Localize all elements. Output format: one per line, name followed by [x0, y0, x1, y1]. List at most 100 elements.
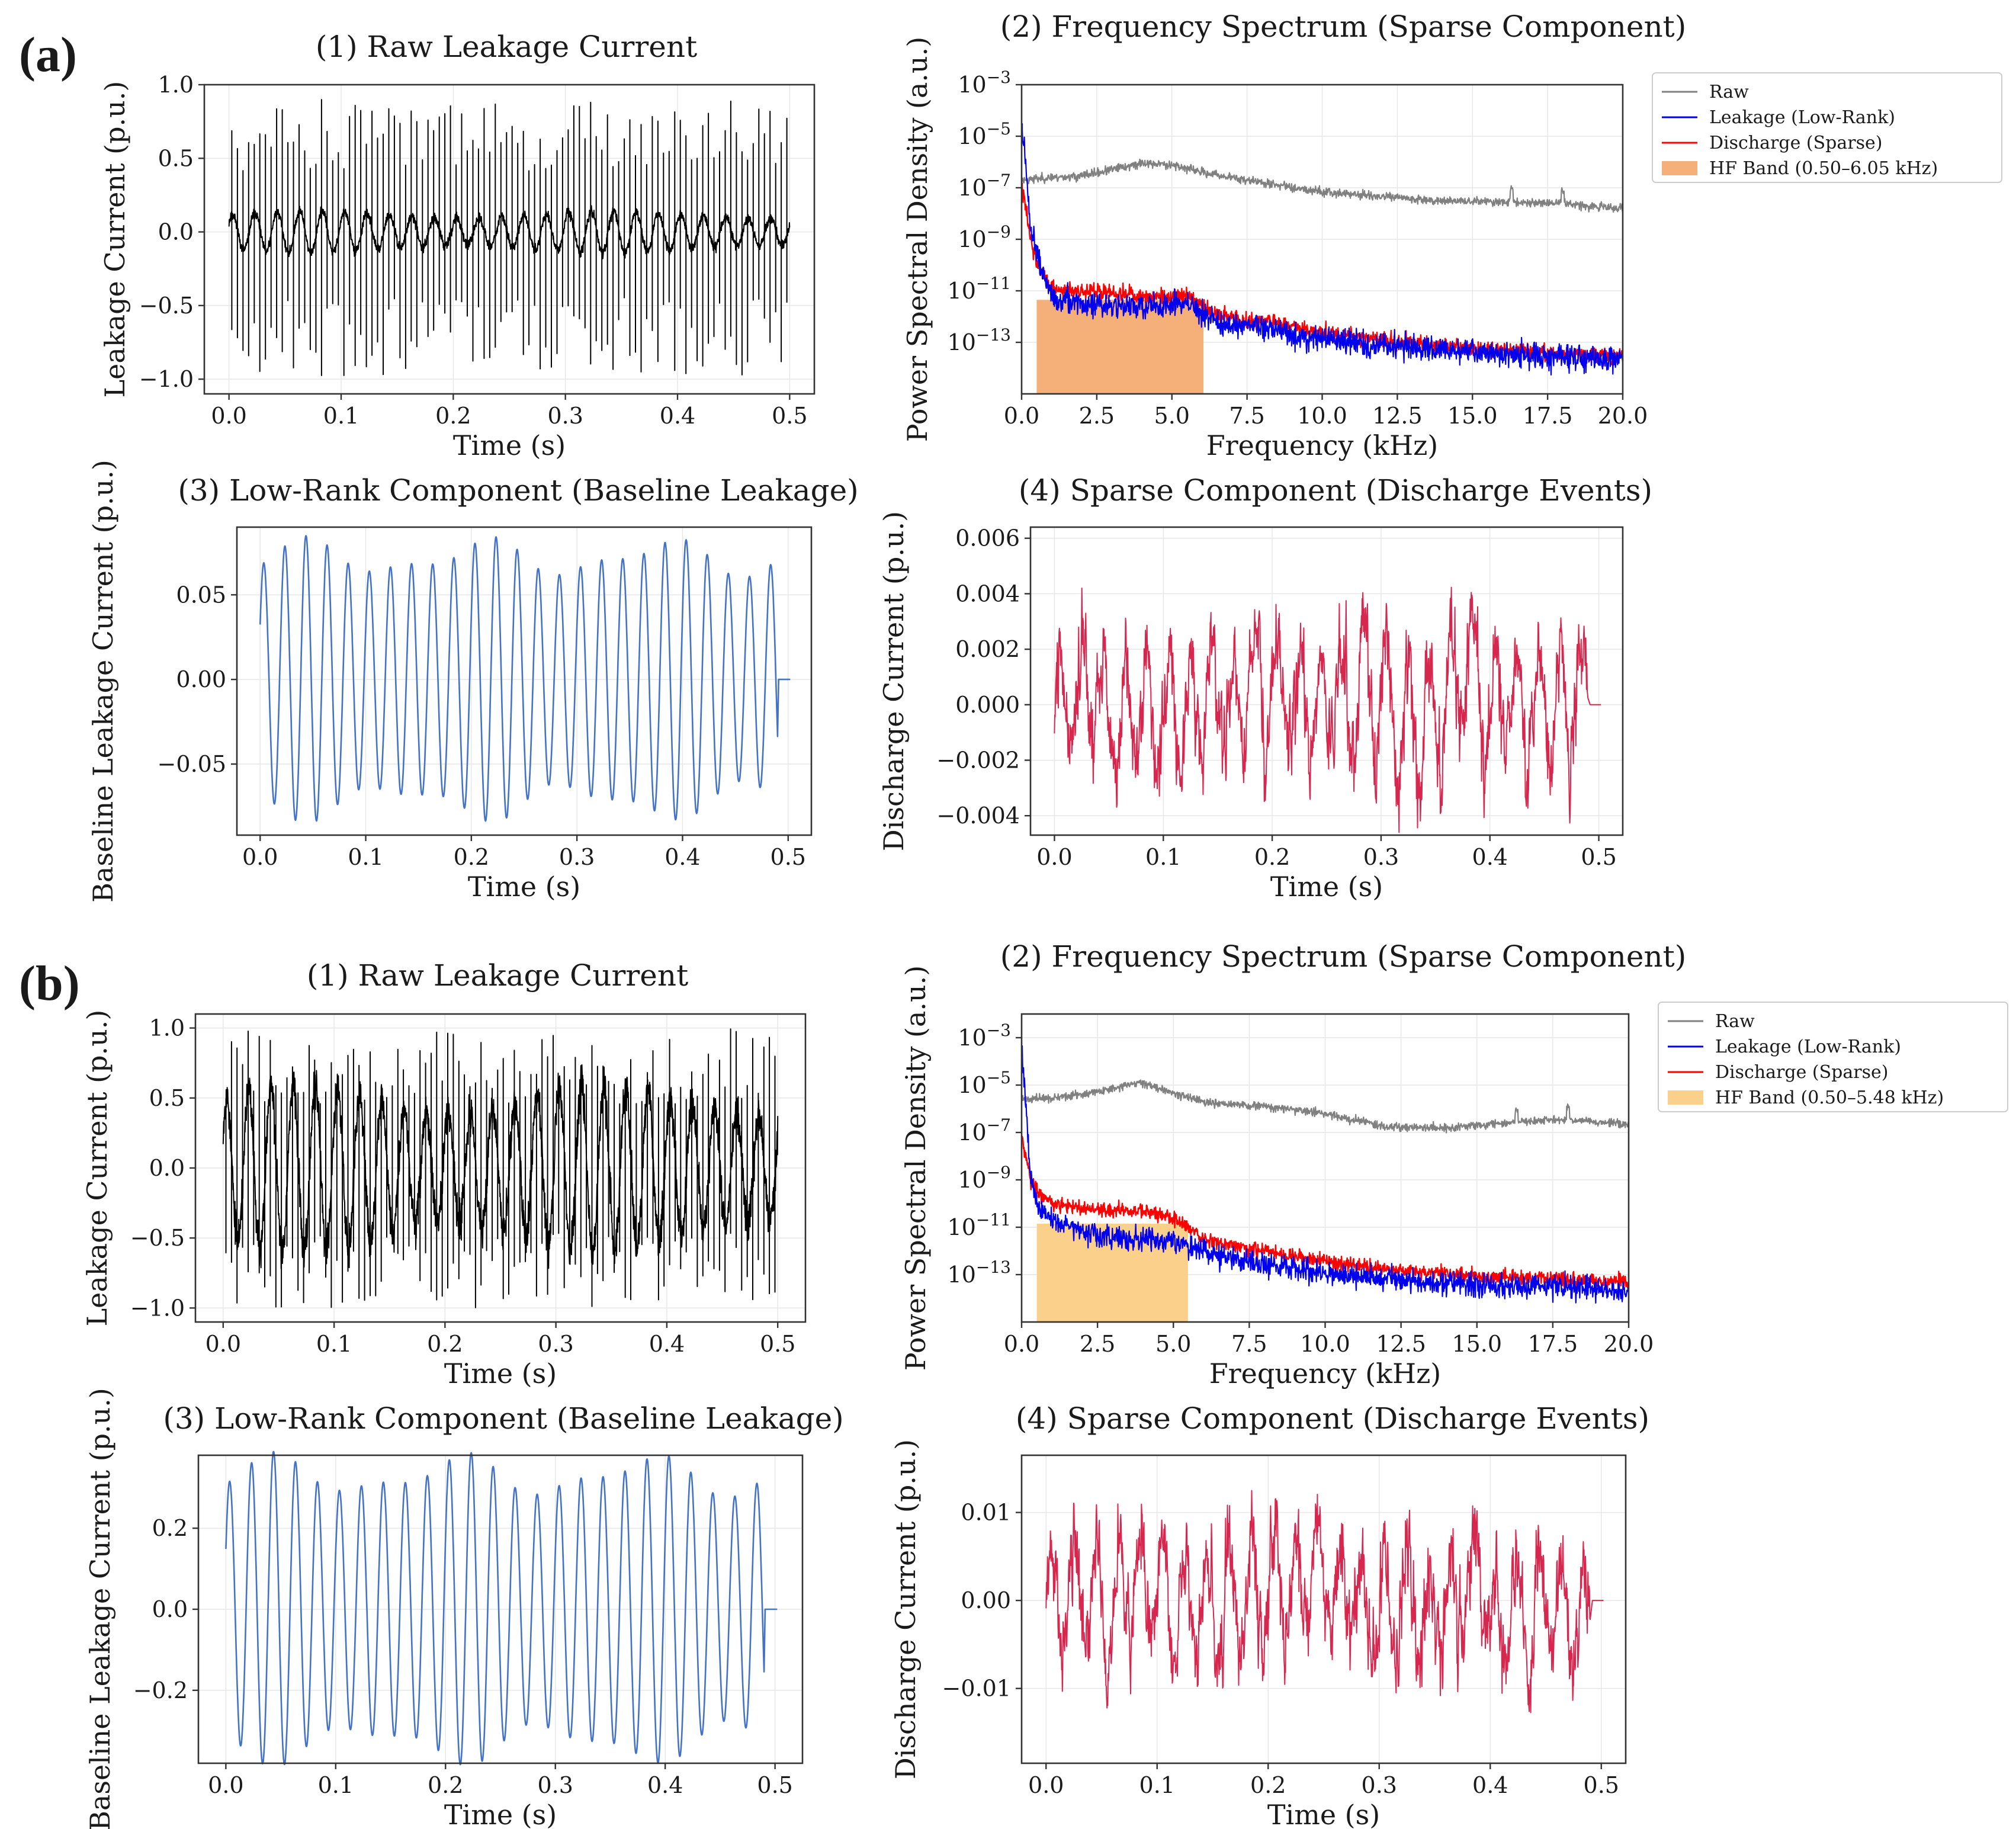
x-tick-label: 0.5: [771, 844, 806, 870]
x-tick-label: 0.0: [1036, 844, 1072, 870]
x-axis-label: Time (s): [453, 429, 566, 461]
x-tick-label: 10.0: [1297, 403, 1347, 429]
chart-title: (3) Low-Rank Component (Baseline Leakage…: [178, 473, 858, 508]
chart-b4: 0.0 0.1 0.2 0.3 0.4 0.5 −0.01 0.00 0.01 (4) Spars…: [890, 1401, 1649, 1829]
legend-entry: HF Band (0.50–6.05 kHz): [1709, 158, 1938, 179]
x-tick-label: 0.5: [1584, 1772, 1619, 1798]
y-axis-label: Leakage Current (p.u.): [99, 81, 131, 398]
x-tick-label: 0.0: [206, 1331, 241, 1357]
low-rank-line: [225, 1451, 778, 1766]
legend-entry: Discharge (Sparse): [1709, 133, 1882, 153]
x-tick-label: 17.5: [1528, 1331, 1578, 1357]
legend-swatch: [1662, 161, 1697, 175]
x-axis-label: Time (s): [444, 1799, 557, 1829]
x-tick-label: 0.2: [1254, 844, 1290, 870]
y-axis-label: Baseline Leakage Current (p.u.): [87, 460, 119, 903]
plot-frame: [1029, 526, 1624, 836]
y-tick-label: 10−5: [958, 119, 1011, 149]
x-tick-label: 0.2: [454, 844, 489, 870]
chart-title: (4) Sparse Component (Discharge Events): [1019, 473, 1652, 508]
y-tick-label: −0.2: [133, 1677, 188, 1703]
x-tick-label: 0.3: [559, 844, 595, 870]
x-tick-label: 0.5: [1581, 844, 1616, 870]
legend-entry: Discharge (Sparse): [1715, 1062, 1888, 1083]
x-tick-label: 20.0: [1598, 403, 1648, 429]
x-tick-label: 0.2: [435, 403, 471, 429]
x-tick-label: 0.1: [1145, 844, 1181, 870]
x-tick-label: 0.0: [208, 1772, 243, 1798]
x-tick-label: 0.0: [1028, 1772, 1064, 1798]
hf-band: [1036, 300, 1204, 394]
y-tick-label: −0.01: [942, 1676, 1011, 1702]
x-axis-label: Time (s): [468, 871, 580, 903]
x-tick-label: 0.5: [772, 403, 807, 429]
x-tick-label: 0.4: [1472, 844, 1508, 870]
x-tick-label: 0.4: [649, 1331, 685, 1357]
chart-b1: 0.0 0.1 0.2 0.3 0.4 0.5 −1.0 −0.5 0.0 0.5 1.0 (1) R…: [81, 958, 807, 1390]
chart-a1: 0.0 0.1 0.2 0.3 0.4 0.5 −1.0 −0.5 0.0 0.5 1.0 (1) R…: [99, 30, 816, 461]
y-tick-label: −0.002: [936, 747, 1020, 774]
x-tick-label: 12.5: [1376, 1331, 1426, 1357]
y-axis-label: Discharge Current (p.u.): [890, 1439, 922, 1779]
y-tick-label: 10−11: [948, 274, 1011, 304]
x-tick-label: 0.5: [757, 1772, 792, 1798]
plot-frame: [1020, 1454, 1627, 1764]
x-tick-label: 0.0: [211, 403, 246, 429]
x-tick-label: 0.1: [316, 1331, 352, 1357]
y-axis-label: Power Spectral Density (a.u.): [900, 965, 932, 1371]
x-tick-label: 0.3: [547, 403, 583, 429]
y-tick-label: −1.0: [139, 366, 194, 392]
x-tick-label: 0.2: [427, 1331, 463, 1357]
chart-title: (4) Sparse Component (Discharge Events): [1016, 1401, 1649, 1436]
x-tick-label: 15.0: [1447, 403, 1498, 429]
legend-entry: HF Band (0.50–5.48 kHz): [1715, 1087, 1944, 1108]
legend-frame: [1658, 1002, 2008, 1112]
y-tick-label: 0.01: [961, 1500, 1011, 1526]
psd-line-raw: [1021, 1079, 1630, 1134]
x-tick-label: 0.0: [1004, 1331, 1039, 1357]
legend: Raw Leakage (Low-Rank) Discharge (Sparse) H…: [1658, 1002, 2008, 1112]
chart-title: (3) Low-Rank Component (Baseline Leakage…: [163, 1401, 843, 1436]
x-tick-label: 0.4: [660, 403, 695, 429]
y-axis-label: Leakage Current (p.u.): [81, 1010, 113, 1327]
y-axis-label: Power Spectral Density (a.u.): [901, 37, 933, 442]
x-tick-label: 0.3: [538, 1331, 573, 1357]
legend-entry: Leakage (Low-Rank): [1715, 1037, 1901, 1057]
x-tick-label: 0.0: [242, 844, 278, 870]
x-tick-label: 5.0: [1155, 1331, 1191, 1357]
y-tick-label: 0.05: [176, 582, 226, 608]
y-tick-label: −0.05: [158, 751, 226, 777]
legend-entry: Raw: [1715, 1011, 1755, 1032]
chart-b3: 0.0 0.1 0.2 0.3 0.4 0.5 −0.2 0.0 0.2 (3) Low-Rank…: [84, 1388, 844, 1829]
legend-entry: Raw: [1709, 82, 1749, 102]
y-tick-label: −0.5: [130, 1225, 185, 1251]
y-tick-label: 1.0: [149, 1015, 185, 1041]
y-tick-label: 0.006: [955, 525, 1020, 551]
y-tick-label: 10−3: [958, 1021, 1011, 1051]
x-axis-label: Frequency (kHz): [1206, 429, 1439, 461]
x-axis-label: Frequency (kHz): [1209, 1358, 1442, 1390]
legend-entry: Leakage (Low-Rank): [1709, 107, 1895, 128]
y-tick-label: 1.0: [158, 72, 194, 98]
y-tick-label: −0.004: [936, 803, 1020, 829]
x-tick-label: 0.1: [348, 844, 383, 870]
chart-title: (1) Raw Leakage Current: [307, 958, 688, 993]
x-tick-label: 0.4: [647, 1772, 683, 1798]
sparse-component-line: [1054, 586, 1601, 833]
x-tick-label: 0.1: [318, 1772, 354, 1798]
y-tick-label: 10−11: [948, 1210, 1011, 1240]
x-tick-label: 0.4: [1472, 1772, 1508, 1798]
x-tick-label: 15.0: [1452, 1331, 1502, 1357]
legend: Raw Leakage (Low-Rank) Discharge (Sparse) H…: [1652, 72, 2002, 183]
raw-current-line: [222, 1028, 779, 1308]
y-tick-label: 0.5: [158, 145, 194, 171]
psd-line-sparse: [1021, 1135, 1630, 1289]
y-tick-label: 10−9: [958, 222, 1011, 252]
chart-title: (1) Raw Leakage Current: [316, 30, 697, 64]
y-tick-label: 0.000: [955, 692, 1020, 718]
y-tick-label: 10−9: [958, 1163, 1011, 1193]
y-tick-label: 10−3: [958, 68, 1011, 98]
x-tick-label: 0.2: [1250, 1772, 1286, 1798]
x-tick-label: 0.1: [1139, 1772, 1175, 1798]
legend-frame: [1652, 72, 2002, 183]
